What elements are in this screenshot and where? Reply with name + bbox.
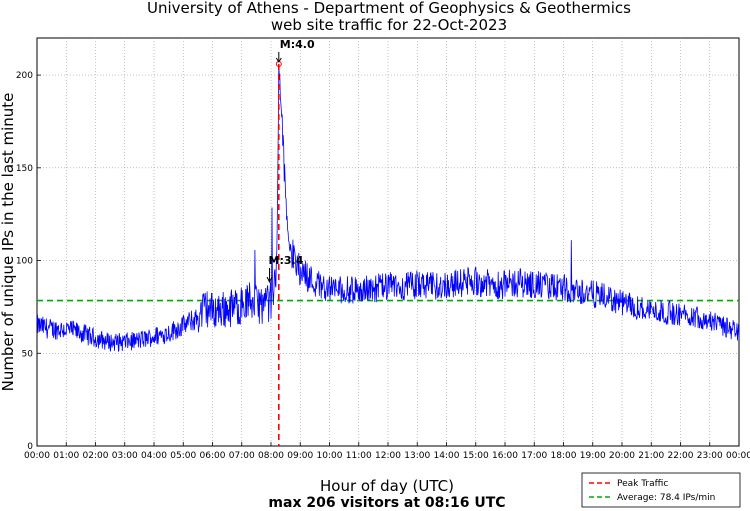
y-tick-label: 50: [22, 349, 34, 359]
annotation-arrowhead: [275, 57, 282, 63]
grid-lines: [36, 38, 740, 447]
x-tick-label: 08:00: [258, 451, 284, 461]
chart-title-line-2: web site traffic for 22-Oct-2023: [271, 16, 507, 34]
y-tick-label: 100: [16, 257, 33, 267]
x-tick-label: 10:00: [317, 451, 343, 461]
x-tick-label: 06:00: [200, 451, 226, 461]
x-tick-label: 20:00: [609, 451, 635, 461]
x-tick-label: 22:00: [668, 451, 694, 461]
x-tick-label: 13:00: [404, 451, 430, 461]
x-tick-label: 04:00: [141, 451, 167, 461]
y-tick-labels: 0 50 100 150 200: [16, 71, 33, 452]
x-tick-label: 00:00: [24, 451, 50, 461]
series-line-traffic: [36, 63, 740, 353]
x-tick-label: 18:00: [551, 451, 577, 461]
x-tick-label: 00:00: [726, 451, 750, 461]
legend-average-label: Average: 78.4 IPs/min: [617, 493, 715, 503]
legend: Peak Traffic Average: 78.4 IPs/min: [581, 472, 741, 508]
annotation-arrowhead: [266, 276, 273, 284]
y-tick-label: 150: [16, 164, 33, 174]
x-axis-label: Hour of day (UTC): [320, 477, 454, 495]
annotation-label: M:4.0: [280, 38, 315, 51]
x-tick-label: 21:00: [638, 451, 664, 461]
x-tick-label: 03:00: [112, 451, 138, 461]
y-tick-label: 200: [16, 71, 33, 81]
max-visitors-caption: max 206 visitors at 08:16 UTC: [268, 495, 505, 511]
x-tick-label: 11:00: [346, 451, 372, 461]
x-tick-label: 15:00: [463, 451, 489, 461]
chart-title-line-1: University of Athens - Department of Geo…: [147, 0, 631, 17]
x-tick-label: 12:00: [375, 451, 401, 461]
x-tick-label: 14:00: [434, 451, 460, 461]
y-axis-label: Number of unique IPs in the last minute: [0, 93, 17, 392]
y-tick-label: 0: [27, 442, 33, 452]
x-tick-labels: 00:00 01:00 02:00 03:00 04:00 05:00 06:00 07:00…: [24, 451, 750, 461]
x-tick-label: 09:00: [287, 451, 313, 461]
x-tick-label: 05:00: [170, 451, 196, 461]
x-tick-label: 01:00: [53, 451, 79, 461]
x-tick-label: 16:00: [492, 451, 518, 461]
x-tick-label: 23:00: [697, 451, 723, 461]
legend-peak-label: Peak Traffic: [617, 479, 668, 489]
series-layer: [36, 63, 740, 353]
x-tick-label: 07:00: [229, 451, 255, 461]
legend-box: [581, 472, 741, 508]
x-tick-label: 02:00: [83, 451, 109, 461]
x-tick-label: 19:00: [580, 451, 606, 461]
x-tick-label: 17:00: [521, 451, 547, 461]
annotations: M:4.0 M:3.4: [266, 38, 315, 284]
annotation-label: M:3.4: [269, 254, 304, 267]
